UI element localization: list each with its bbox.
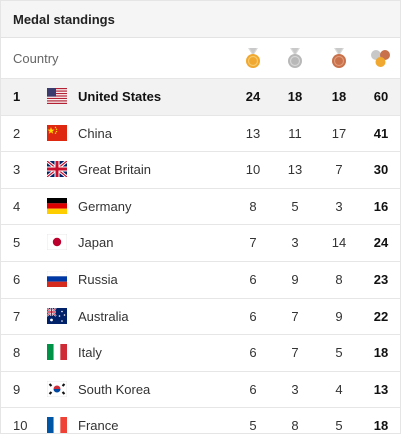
flag-gb-icon [47, 161, 67, 178]
bronze-count: 8 [335, 271, 343, 287]
total-count: 16 [373, 198, 389, 214]
bronze-count: 5 [335, 418, 343, 434]
rank: 5 [13, 235, 21, 251]
silver-count: 3 [291, 381, 299, 397]
total-count: 18 [373, 418, 389, 434]
table-row[interactable]: 6 Russia 6 9 8 23 [1, 262, 400, 299]
table-row[interactable]: 5 Japan 7 3 14 24 [1, 225, 400, 262]
country-name: Australia [78, 308, 129, 324]
bronze-count: 17 [331, 125, 347, 141]
table-row[interactable]: 2 China 13 11 17 41 [1, 116, 400, 153]
flag-de-icon [47, 197, 67, 214]
country-name: South Korea [78, 381, 151, 397]
bronze-medal-icon [332, 48, 346, 68]
table-row[interactable]: 4 Germany 8 5 3 16 [1, 189, 400, 226]
gold-medal-icon [246, 48, 260, 68]
rank: 4 [13, 198, 21, 214]
country-name: United States [78, 89, 162, 104]
table-row[interactable]: 9 South Korea 6 3 4 13 [1, 372, 400, 409]
bronze-count: 9 [335, 308, 343, 324]
gold-count: 6 [249, 345, 257, 361]
total-count: 18 [373, 345, 389, 361]
total-count: 23 [373, 271, 389, 287]
flag-jp-icon [47, 234, 67, 251]
total-count: 13 [373, 381, 389, 397]
country-name: Great Britain [78, 162, 151, 178]
total-count: 30 [373, 162, 389, 178]
silver-count: 7 [291, 345, 299, 361]
gold-count: 13 [245, 125, 261, 141]
flag-ru-icon [47, 270, 67, 287]
flag-fr-icon [47, 417, 67, 434]
gold-count: 6 [249, 308, 257, 324]
country-column-header: Country [13, 50, 59, 66]
silver-count: 13 [287, 162, 303, 178]
gold-count: 5 [249, 418, 257, 434]
total-count: 22 [373, 308, 389, 324]
bronze-count: 18 [331, 89, 347, 104]
gold-count: 8 [249, 198, 257, 214]
total-count: 60 [373, 89, 389, 104]
country-name: Germany [78, 198, 132, 214]
flag-au-icon [47, 307, 67, 324]
gold-count: 10 [245, 162, 261, 178]
widget-title: Medal standings [1, 1, 400, 38]
country-name: France [78, 418, 119, 434]
table-row[interactable]: 7 Australia 6 7 9 22 [1, 299, 400, 336]
rank: 3 [13, 162, 21, 178]
flag-kr-icon [47, 380, 67, 397]
medal-standings-widget: Medal standings Country [0, 0, 401, 434]
silver-count: 3 [291, 235, 299, 251]
silver-medal-icon [288, 48, 302, 68]
bronze-count: 5 [335, 345, 343, 361]
rank: 9 [13, 381, 21, 397]
table-row[interactable]: 10 France 5 8 5 18 [1, 408, 400, 444]
country-name: Russia [78, 271, 118, 287]
rank: 2 [13, 125, 21, 141]
country-name: Italy [78, 345, 102, 361]
table-row[interactable]: 8 Italy 6 7 5 18 [1, 335, 400, 372]
silver-count: 9 [291, 271, 299, 287]
rank: 1 [13, 89, 21, 104]
total-medals-icon [371, 50, 390, 67]
silver-count: 18 [287, 89, 303, 104]
flag-it-icon [47, 344, 67, 361]
total-count: 24 [373, 235, 389, 251]
bronze-count: 14 [331, 235, 347, 251]
bronze-count: 7 [335, 162, 343, 178]
flag-cn-icon [47, 124, 67, 141]
gold-count: 6 [249, 381, 257, 397]
silver-count: 8 [291, 418, 299, 434]
country-name: China [78, 125, 112, 141]
table-row[interactable]: 3 Great Britain 10 13 7 30 [1, 152, 400, 189]
country-name: Japan [78, 235, 114, 251]
total-count: 41 [373, 125, 389, 141]
gold-count: 6 [249, 271, 257, 287]
rank: 10 [13, 418, 28, 434]
table-row[interactable]: 1 United States 24 18 18 60 [1, 79, 400, 116]
table-header: Country [1, 38, 400, 79]
bronze-count: 4 [335, 381, 343, 397]
silver-count: 5 [291, 198, 299, 214]
bronze-count: 3 [335, 198, 343, 214]
rank: 6 [13, 271, 21, 287]
silver-count: 11 [288, 125, 302, 141]
standings-table: 1 United States 24 18 18 60 2 [1, 79, 400, 444]
flag-us-icon [47, 88, 67, 104]
gold-count: 7 [249, 235, 257, 251]
silver-count: 7 [291, 308, 299, 324]
rank: 8 [13, 345, 21, 361]
gold-count: 24 [245, 89, 261, 104]
rank: 7 [13, 308, 21, 324]
